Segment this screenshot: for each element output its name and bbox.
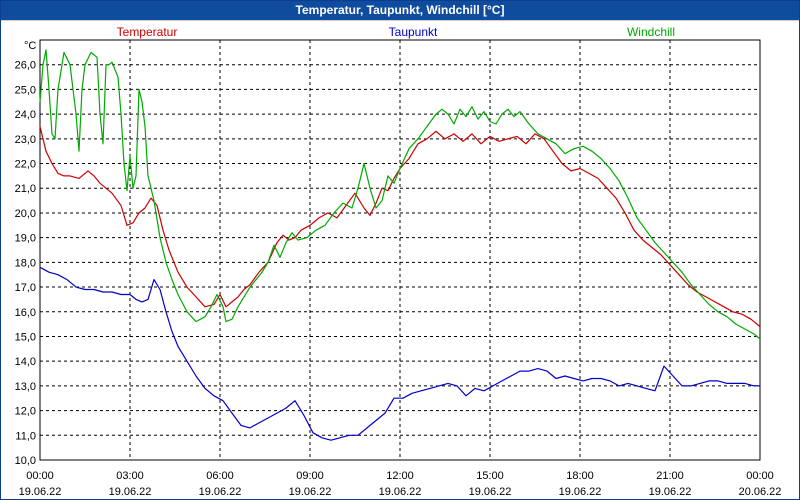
x-tick-date: 19.06.22 [19,486,62,498]
y-tick-label: 13,0 [15,381,36,393]
y-tick-label: 19,0 [15,233,36,245]
y-tick-label: 10,0 [15,455,36,467]
y-tick-label: 11,0 [15,430,36,442]
chart-title: Temperatur, Taupunkt, Windchill [°C] [1,1,799,20]
x-tick-date: 19.06.22 [559,486,602,498]
x-axis-ticks: 00:00 19.06.22 03:00 19.06.22 06:00 19.06.22 0… [19,470,782,498]
legend-temperatur: Temperatur [117,25,178,39]
x-tick-time: 21:00 [656,470,684,482]
x-tick-date: 19.06.22 [109,486,152,498]
y-tick-label: 18,0 [15,257,36,269]
x-tick-date: 19.06.22 [649,486,692,498]
y-tick-label: 26,0 [15,60,36,72]
y-tick-label: 21,0 [15,183,36,195]
x-tick-time: 03:00 [116,470,144,482]
x-tick-time: 12:00 [386,470,414,482]
x-tick-time: 09:00 [296,470,324,482]
y-tick-label: 20,0 [15,208,36,220]
grid-lines [40,40,760,460]
x-tick-date: 19.06.22 [289,486,332,498]
x-tick-date: 19.06.22 [199,486,242,498]
y-tick-label: 25,0 [15,84,36,96]
legend: Temperatur Taupunkt Windchill [117,25,675,39]
y-tick-label: 17,0 [15,282,36,294]
y-tick-label: 16,0 [15,307,36,319]
x-tick-date: 20.06.22 [739,486,782,498]
x-tick-date: 19.06.22 [379,486,422,498]
series-line-windchill [39,49,761,340]
x-tick-time: 06:00 [206,470,234,482]
x-tick-time: 00:00 [746,470,774,482]
y-tick-label: 24,0 [15,109,36,121]
x-tick-time: 15:00 [476,470,504,482]
legend-windchill: Windchill [627,25,675,39]
y-tick-label: 15,0 [15,331,36,343]
series-line-taupunkt [39,266,760,441]
legend-taupunkt: Taupunkt [389,25,438,39]
y-axis-ticks: 10,0 11,0 12,0 13,0 14,0 15,0 16,0 17,0 18,0 19,0… [15,60,36,467]
x-tick-date: 19.06.22 [469,486,512,498]
y-tick-label: 14,0 [15,356,36,368]
x-tick-time: 18:00 [566,470,594,482]
x-tick-time: 00:00 [26,470,54,482]
y-axis-unit-label: °C [24,40,36,52]
series-line-temperatur [39,126,761,328]
series-lines [39,49,761,441]
y-tick-label: 12,0 [15,406,36,418]
y-tick-label: 22,0 [15,159,36,171]
y-tick-label: 23,0 [15,134,36,146]
